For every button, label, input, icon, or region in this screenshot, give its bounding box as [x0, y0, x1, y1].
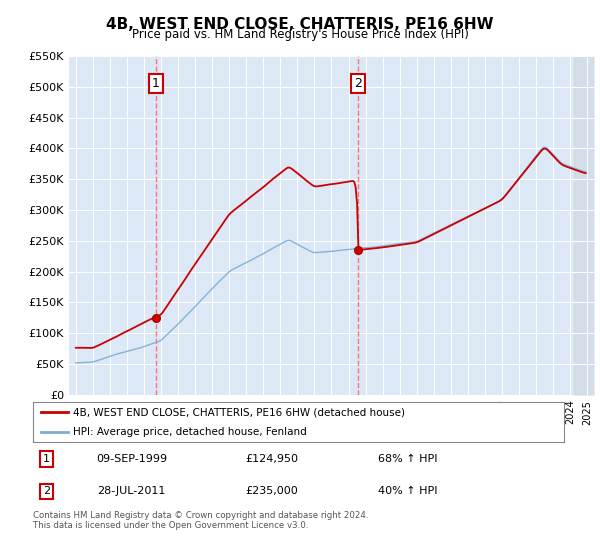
Text: 28-JUL-2011: 28-JUL-2011 — [97, 487, 165, 496]
Text: 2: 2 — [355, 77, 362, 90]
Text: 2: 2 — [43, 487, 50, 496]
Text: 1: 1 — [152, 77, 160, 90]
Text: £235,000: £235,000 — [245, 487, 298, 496]
Text: £124,950: £124,950 — [245, 454, 298, 464]
Text: 4B, WEST END CLOSE, CHATTERIS, PE16 6HW (detached house): 4B, WEST END CLOSE, CHATTERIS, PE16 6HW … — [73, 407, 405, 417]
Text: 68% ↑ HPI: 68% ↑ HPI — [378, 454, 437, 464]
Text: 40% ↑ HPI: 40% ↑ HPI — [378, 487, 437, 496]
Text: Contains HM Land Registry data © Crown copyright and database right 2024.
This d: Contains HM Land Registry data © Crown c… — [33, 511, 368, 530]
Text: HPI: Average price, detached house, Fenland: HPI: Average price, detached house, Fenl… — [73, 427, 307, 437]
Text: Price paid vs. HM Land Registry's House Price Index (HPI): Price paid vs. HM Land Registry's House … — [131, 28, 469, 41]
Text: 1: 1 — [43, 454, 50, 464]
Text: 4B, WEST END CLOSE, CHATTERIS, PE16 6HW: 4B, WEST END CLOSE, CHATTERIS, PE16 6HW — [106, 17, 494, 32]
Text: 09-SEP-1999: 09-SEP-1999 — [97, 454, 168, 464]
